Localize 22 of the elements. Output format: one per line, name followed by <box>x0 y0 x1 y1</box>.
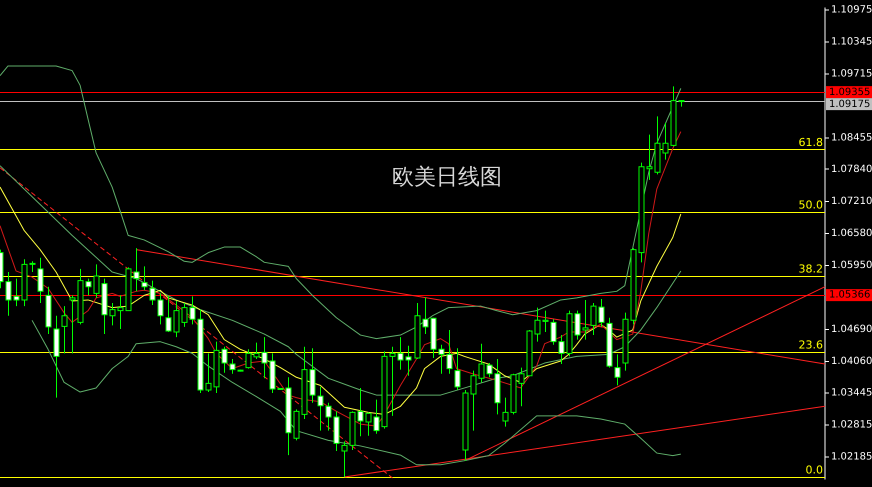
text: 欧美日线图 <box>392 164 502 192</box>
ref-line-label: 1.09175 <box>829 98 870 110</box>
annotation: 38.2 <box>798 262 823 276</box>
y-tick-label: 1.09715 <box>831 68 872 80</box>
y-tick-label: 1.10345 <box>831 36 872 48</box>
annotation: 50.0 <box>798 198 823 212</box>
y-tick-label: 1.02815 <box>831 419 872 430</box>
ref-line-label: 1.05366 <box>829 290 870 301</box>
y-tick-label: 1.07840 <box>831 164 872 175</box>
y-tick-label: 1.04060 <box>831 356 872 368</box>
y-tick-label: 1.02185 <box>831 451 872 462</box>
y-tick-label: 1.07210 <box>831 196 872 207</box>
annotation: 0.0 <box>806 463 823 476</box>
y-tick-label: 1.06580 <box>831 228 872 239</box>
y-tick-label: 1.04690 <box>831 324 872 336</box>
y-tick-label: 1.10975 <box>831 4 872 16</box>
y-tick-label: 1.08455 <box>831 132 872 144</box>
annotation: 61.8 <box>798 136 823 149</box>
y-tick-label: 1.05950 <box>831 260 872 271</box>
annotation: 23.6 <box>798 338 823 352</box>
y-tick-label: 1.03445 <box>831 387 872 398</box>
ref-line-label: 1.09355 <box>829 86 870 98</box>
